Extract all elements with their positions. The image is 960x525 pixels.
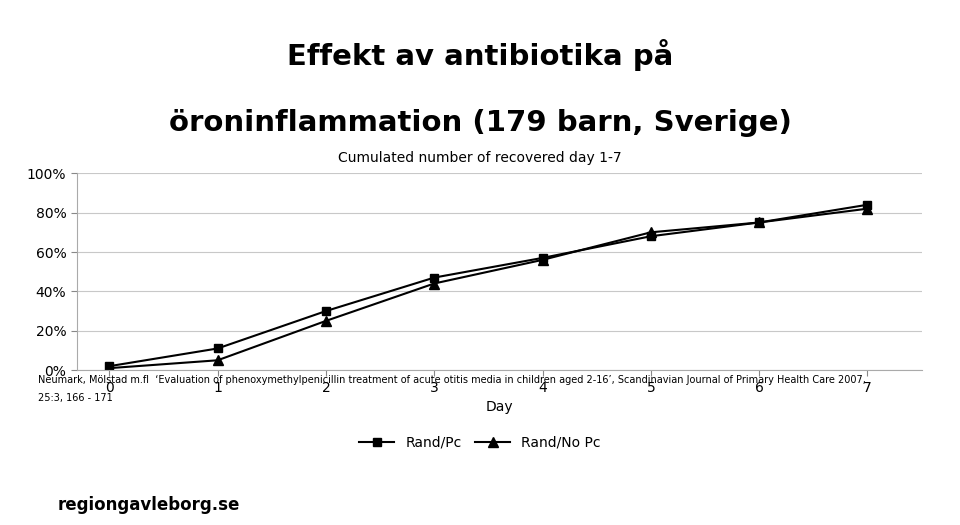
Rand/Pc [537,255,548,261]
Text: 25:3, 166 - 171: 25:3, 166 - 171 [38,393,113,403]
Rand/No Pc [754,219,765,226]
Rand/Pc [428,275,440,281]
Rand/No Pc [104,365,115,371]
Rand/Pc [754,219,765,226]
Text: Neumark, Mölstad m.fl  ‘Evaluation of phenoxymethylpenicillin treatment of acute: Neumark, Mölstad m.fl ‘Evaluation of phe… [38,375,866,385]
Rand/No Pc [537,257,548,263]
Text: Effekt av antibiotika på: Effekt av antibiotika på [287,39,673,71]
Rand/No Pc [212,357,224,363]
Rand/No Pc [320,318,331,324]
Rand/Pc [212,345,224,352]
Text: Cumulated number of recovered day 1-7: Cumulated number of recovered day 1-7 [338,151,622,165]
Legend: Rand/Pc, Rand/No Pc: Rand/Pc, Rand/No Pc [354,430,606,455]
X-axis label: Day: Day [486,400,513,414]
Rand/Pc [104,363,115,370]
Text: regiongavleborg.se: regiongavleborg.se [58,497,240,514]
Rand/Pc [645,233,657,239]
Rand/Pc [862,202,874,208]
Line: Rand/No Pc: Rand/No Pc [105,204,873,373]
Rand/No Pc [862,206,874,212]
Rand/No Pc [645,229,657,236]
Text: öroninflammation (179 barn, Sverige): öroninflammation (179 barn, Sverige) [169,109,791,137]
Line: Rand/Pc: Rand/Pc [106,201,872,370]
Rand/Pc [320,308,331,314]
Rand/No Pc [428,280,440,287]
